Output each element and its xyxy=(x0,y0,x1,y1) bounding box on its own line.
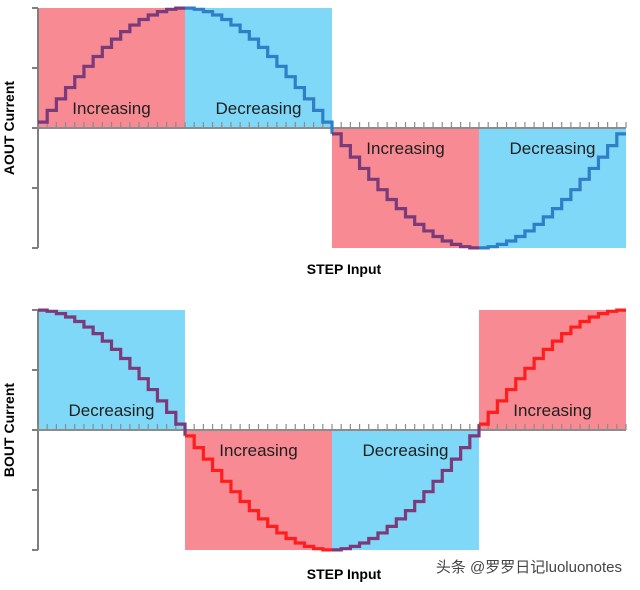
region-label: Increasing xyxy=(72,99,150,118)
region-1 xyxy=(38,8,185,128)
region-4 xyxy=(479,128,626,248)
waveform-segment-4 xyxy=(479,132,626,250)
region-label: Increasing xyxy=(513,401,591,420)
region-3 xyxy=(332,430,479,550)
region-4 xyxy=(479,310,626,430)
region-label: Decreasing xyxy=(216,99,302,118)
region-label: Decreasing xyxy=(69,401,155,420)
waveform-segment-1 xyxy=(38,6,185,124)
region-2 xyxy=(185,430,332,550)
region-label: Decreasing xyxy=(363,441,449,460)
y-axis-title: AOUT Current xyxy=(1,81,17,175)
region-1 xyxy=(38,310,185,430)
waveform-segment-1 xyxy=(38,308,187,436)
waveform-segment-4 xyxy=(479,308,626,426)
y-axis-title: BOUT Current xyxy=(1,383,17,477)
x-axis-title: STEP Input xyxy=(307,566,382,582)
waveform-segment-2 xyxy=(185,6,334,134)
chart-panel-2: Decreasing Increasing Decreasing Increasing… xyxy=(1,308,627,582)
waveform-segment-3 xyxy=(332,132,479,250)
waveform-segment-2 xyxy=(185,434,332,552)
region-2 xyxy=(185,8,332,128)
waveform-segment-3 xyxy=(332,424,481,552)
watermark-text: 头条 @罗罗日记luoluonotes xyxy=(436,559,622,576)
region-3 xyxy=(332,128,479,248)
chart-panel-1: Increasing Decreasing Increasing Decreasing… xyxy=(1,6,627,277)
region-label: Increasing xyxy=(366,139,444,158)
x-axis-title: STEP Input xyxy=(307,261,382,277)
region-label: Increasing xyxy=(219,441,297,460)
region-label: Decreasing xyxy=(510,139,596,158)
